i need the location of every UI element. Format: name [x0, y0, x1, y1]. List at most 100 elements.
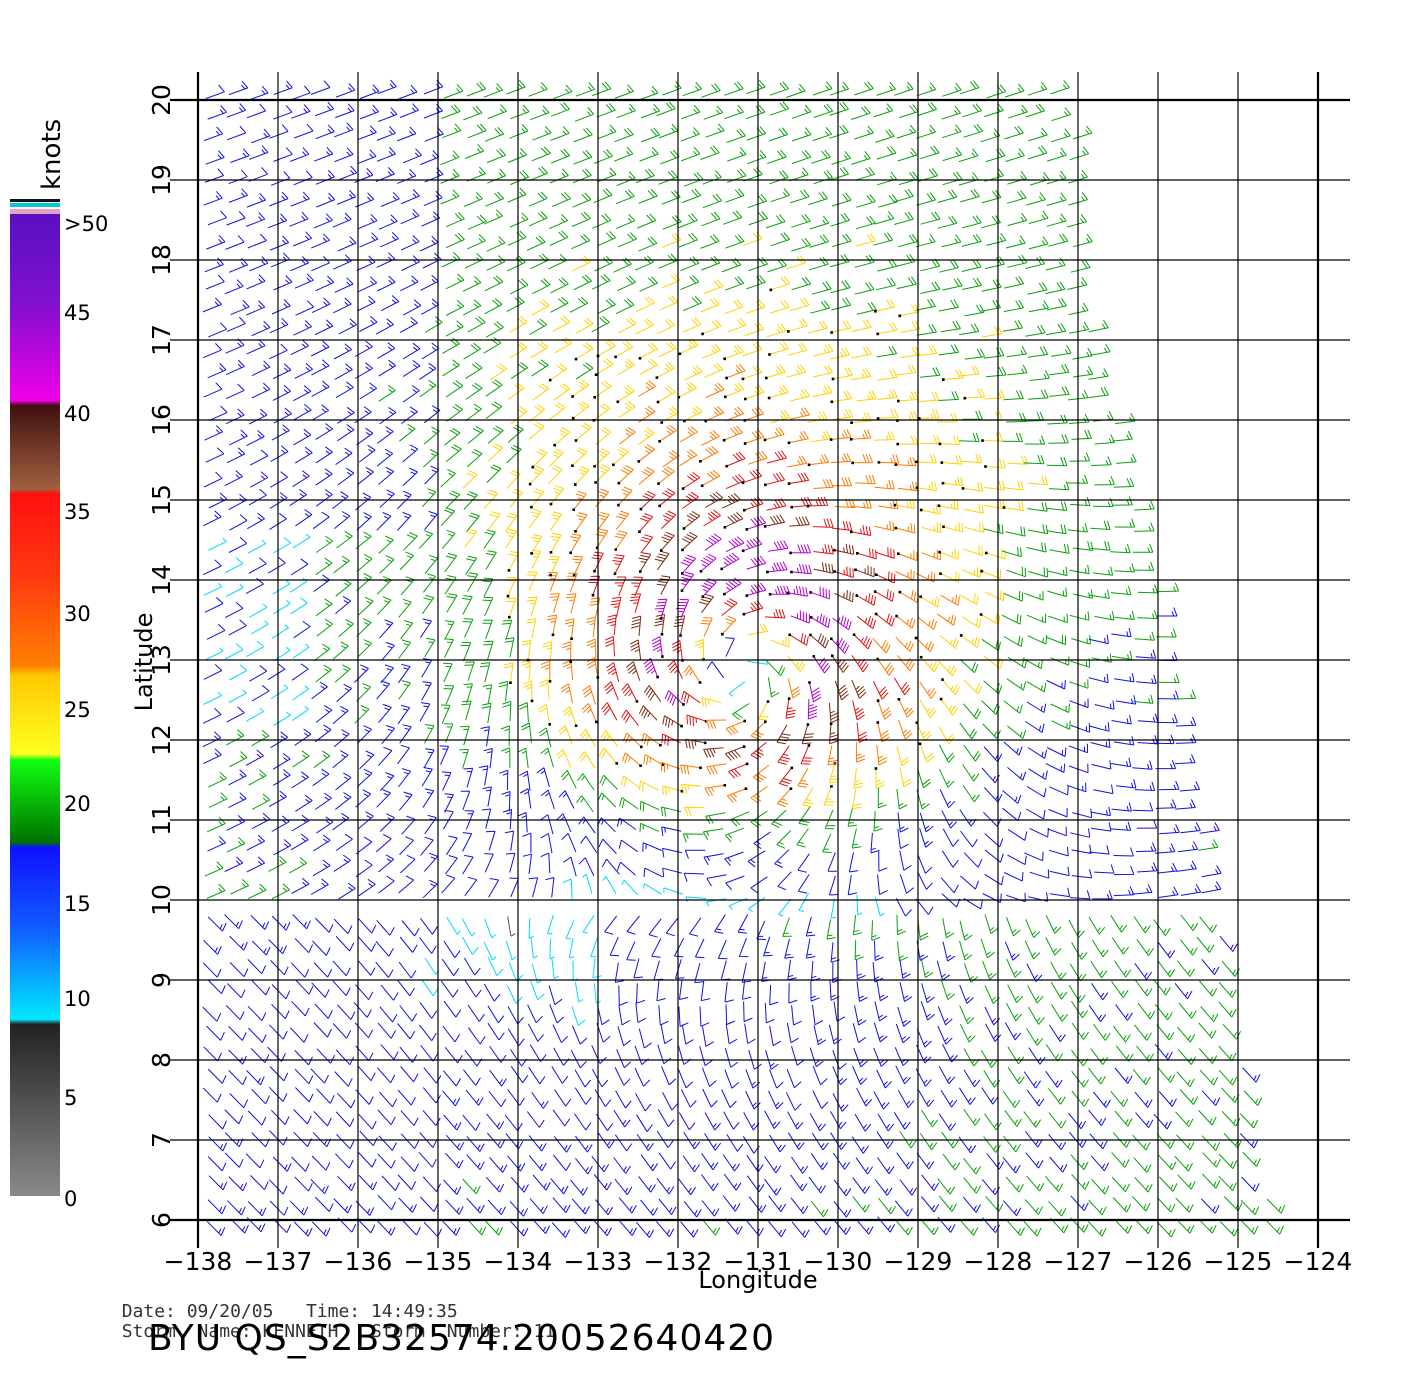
wind-barb	[552, 315, 571, 333]
wind-barb	[419, 1024, 437, 1042]
wind-barb	[722, 1195, 741, 1212]
wind-barb	[1158, 886, 1179, 898]
wind-barb	[293, 320, 312, 336]
lon-tick-label: −137	[244, 1247, 313, 1276]
wind-barb	[467, 1004, 485, 1022]
rain-flag-dot	[701, 595, 705, 598]
wind-barb	[1218, 1175, 1237, 1192]
wind-barb	[1046, 634, 1067, 646]
wind-barb	[293, 385, 312, 402]
rain-flag-dot	[809, 616, 813, 619]
wind-barb	[483, 489, 498, 509]
product-title: BYU QS_S2B32574.20052640420	[148, 1318, 776, 1359]
wind-barb	[689, 917, 702, 937]
wind-barb	[420, 274, 439, 291]
wind-barb	[1006, 413, 1027, 423]
wind-barb	[831, 520, 853, 531]
rain-flag-dot	[530, 552, 533, 555]
wind-barb	[1027, 282, 1048, 295]
wind-barb	[245, 1153, 265, 1169]
wind-barb	[662, 785, 682, 796]
wind-barb	[315, 423, 333, 440]
wind-barb	[550, 277, 569, 294]
wind-barb	[464, 252, 484, 269]
wind-barb	[292, 914, 311, 930]
wind-barb	[787, 959, 797, 981]
wind-barb	[813, 103, 834, 118]
wind-barb	[742, 1136, 760, 1154]
wind-barb	[811, 281, 832, 295]
wind-barb	[398, 639, 411, 659]
wind-barb	[984, 1113, 1002, 1131]
wind-barb	[730, 811, 750, 827]
wind-barb	[593, 403, 611, 421]
wind-barb	[229, 962, 249, 978]
wind-barb	[616, 1049, 632, 1069]
rain-flag-dot	[898, 314, 902, 318]
wind-barb	[1156, 862, 1178, 874]
wind-barb	[445, 835, 458, 856]
wind-barb	[1134, 500, 1155, 511]
wind-barb	[532, 125, 552, 141]
wind-barb	[290, 256, 309, 272]
wind-barb	[680, 554, 697, 574]
wind-barb	[312, 940, 331, 956]
wind-barb	[422, 788, 435, 808]
wind-barb	[1027, 524, 1049, 535]
wind-barb	[481, 808, 492, 829]
wind-barb	[552, 191, 571, 207]
wind-barb	[600, 730, 619, 747]
wind-barb	[677, 1045, 692, 1065]
wind-barb	[1051, 345, 1072, 357]
rain-flag-dot	[855, 594, 859, 597]
wind-barb	[764, 426, 785, 441]
wind-barb	[725, 188, 745, 203]
wind-barb	[293, 428, 312, 446]
rain-flag-dot	[680, 589, 684, 592]
rain-flag-dot	[763, 438, 767, 442]
wind-barb	[398, 961, 417, 979]
wind-barb	[1069, 452, 1091, 462]
wind-barb	[463, 342, 482, 360]
wind-barb	[1069, 564, 1090, 575]
wind-barb	[540, 852, 551, 874]
wind-barb	[917, 102, 937, 117]
wind-barb	[314, 792, 332, 810]
wind-barb	[829, 347, 850, 360]
wind-barb	[694, 938, 705, 959]
wind-barb	[873, 1091, 890, 1110]
wind-barb	[335, 103, 355, 119]
wind-barb	[1045, 1176, 1064, 1192]
wind-barb	[421, 979, 439, 997]
wind-barb	[642, 883, 662, 895]
wind-barb	[229, 514, 248, 531]
rain-flag-dot	[789, 787, 793, 790]
wind-barb	[1024, 591, 1044, 601]
rain-flag-dot	[787, 330, 790, 333]
wind-barb	[656, 101, 676, 117]
wind-barb	[791, 1221, 810, 1238]
rain-flag-dot	[963, 396, 967, 400]
rain-flag-dot	[574, 357, 578, 361]
wind-barb	[774, 849, 790, 868]
wind-barb	[335, 936, 355, 952]
wind-barb	[1088, 916, 1106, 935]
wind-barb	[539, 679, 550, 700]
wind-barb	[1069, 611, 1090, 621]
wind-barb	[273, 407, 292, 424]
rain-flag-dot	[548, 680, 552, 683]
wind-barb	[805, 938, 816, 959]
wind-barb	[402, 1220, 421, 1236]
wind-barb	[743, 167, 763, 182]
wind-barb	[621, 879, 639, 896]
wind-barb	[1008, 104, 1028, 119]
wind-barb	[777, 871, 792, 891]
wind-barb	[684, 806, 705, 817]
wind-barb	[1221, 1087, 1240, 1103]
wind-barb	[878, 1197, 897, 1215]
rain-flag-dot	[660, 421, 663, 424]
wind-barb	[553, 1136, 572, 1153]
wind-barb	[963, 679, 983, 695]
wind-barb	[743, 1001, 753, 1022]
